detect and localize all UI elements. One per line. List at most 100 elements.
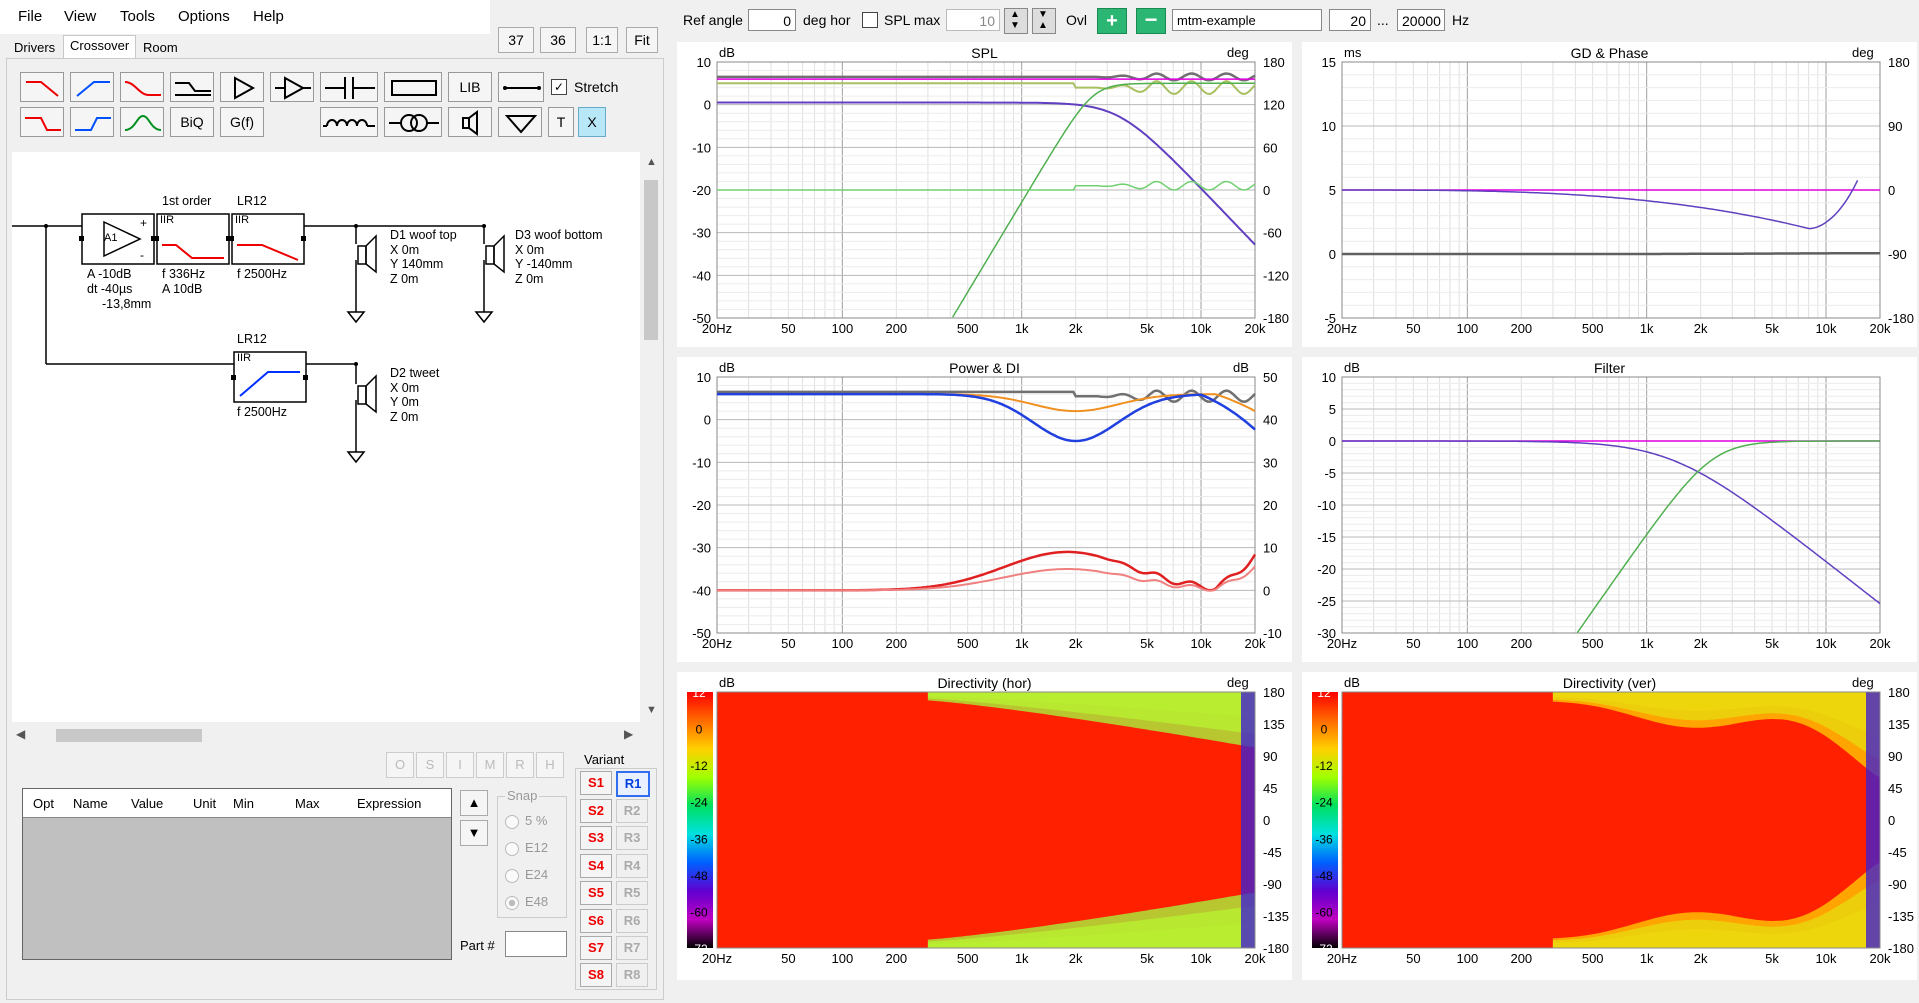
freq-max-input[interactable]: 20000 [1397, 9, 1445, 31]
ground-button[interactable] [498, 107, 542, 137]
scroll-left-icon[interactable]: ◀ [16, 727, 26, 741]
overlay-remove-button[interactable]: − [1136, 8, 1166, 34]
dir_ver-heatmap [1342, 692, 1880, 948]
variant-s7-button[interactable]: S7 [580, 936, 612, 960]
directivity-hor-plot[interactable]: Directivity (hor) dB deg 12 0 -12 -24 -36 -48… [677, 672, 1292, 980]
tab-room[interactable]: Room [143, 40, 178, 55]
gf-button[interactable]: G(f) [220, 107, 264, 137]
schematic-hscroll[interactable]: ◀ ▶ [12, 726, 640, 744]
spl-max-reset-button[interactable]: ▼ ▲ [1032, 8, 1056, 34]
col-value[interactable]: Value [131, 796, 164, 811]
lowpass-red-button[interactable] [20, 72, 64, 102]
scroll-up-icon[interactable]: ▲ [646, 156, 657, 168]
variant-s8-button[interactable]: S8 [580, 963, 612, 987]
part-input[interactable] [505, 931, 567, 957]
zoom-36-button[interactable]: 36 [540, 27, 576, 53]
menu-help[interactable]: Help [253, 8, 284, 25]
highpass2-blue-button[interactable] [70, 107, 114, 137]
shelf-red-button[interactable] [120, 72, 164, 102]
variant-r6-button[interactable]: R6 [616, 909, 648, 933]
snap-e24-option[interactable]: E24 [505, 867, 548, 883]
freq-min-input[interactable]: 20 [1329, 9, 1371, 31]
col-name[interactable]: Name [73, 796, 108, 811]
scroll-down-icon[interactable]: ▼ [646, 704, 657, 716]
variant-r7-button[interactable]: R7 [616, 936, 648, 960]
snap-e12-option[interactable]: E12 [505, 840, 548, 856]
variant-s5-button[interactable]: S5 [580, 881, 612, 905]
project-name-input[interactable]: mtm-example [1172, 9, 1322, 31]
peak-green-button[interactable] [120, 107, 164, 137]
col-max[interactable]: Max [295, 796, 320, 811]
opt-h-button[interactable]: H [536, 752, 564, 778]
hscroll-thumb[interactable] [56, 729, 202, 742]
stretch-checkbox[interactable]: ✓ [551, 79, 567, 95]
ref-angle-input[interactable]: 0 [748, 9, 796, 31]
scroll-right-icon[interactable]: ▶ [624, 727, 634, 741]
opt-m-button[interactable]: M [476, 752, 504, 778]
opt-s-button[interactable]: S [416, 752, 444, 778]
t-button[interactable]: T [548, 107, 574, 137]
zoom-37-button[interactable]: 37 [498, 27, 534, 53]
tab-crossover[interactable]: Crossover [63, 35, 137, 59]
filter-plot[interactable]: Filter dB 10 5 0 -5 -10 -15 -20 -25 -30 20Hz 50 100… [1302, 357, 1917, 662]
dir_hor-contour [927, 893, 1255, 948]
vscroll-thumb[interactable] [644, 180, 658, 340]
allpass-button[interactable] [170, 72, 214, 102]
menu-view[interactable]: View [64, 8, 97, 25]
gd-delay-curve [1342, 251, 1880, 256]
menu-file[interactable]: File [18, 8, 43, 25]
col-unit[interactable]: Unit [193, 796, 217, 811]
spl-max-checkbox[interactable] [862, 12, 878, 28]
variant-r4-button[interactable]: R4 [616, 854, 648, 878]
col-opt[interactable]: Opt [33, 796, 54, 811]
snap-5pct-option[interactable]: 5 % [505, 813, 547, 829]
delay-amp-button[interactable] [270, 72, 314, 102]
spl-plot[interactable]: SPL dB deg 10 0 -10 -20 -30 -40 -50 180 120 60 0 -6… [677, 42, 1292, 347]
variant-s4-button[interactable]: S4 [580, 854, 612, 878]
variant-r2-button[interactable]: R2 [616, 799, 648, 823]
schematic-canvas[interactable]: A1 + - IIR IIR IIR 1st order LR12 LR12 A… [12, 152, 640, 722]
zoom-fit-button[interactable]: Fit [626, 27, 658, 53]
menu-options[interactable]: Options [178, 8, 230, 25]
spl-max-stepper[interactable]: ▲ ▼ [1004, 8, 1028, 34]
spl-xtick: 500 [957, 321, 979, 336]
spl-max-input[interactable]: 10 [946, 9, 1000, 31]
x-button[interactable]: X [578, 107, 606, 137]
directivity-ver-plot[interactable]: Directivity (ver) dB deg 12 0 -12 -24 -36 -48… [1302, 672, 1917, 980]
variant-s1-button[interactable]: S1 [580, 771, 612, 795]
schematic-vscroll[interactable]: ▲ ▼ [642, 152, 660, 722]
opt-i-button[interactable]: I [446, 752, 474, 778]
move-up-button[interactable]: ▲ [460, 790, 488, 816]
overlay-add-button[interactable]: + [1097, 8, 1127, 34]
variant-s3-button[interactable]: S3 [580, 826, 612, 850]
transformer-button[interactable] [384, 107, 442, 137]
inductor-button[interactable] [320, 107, 378, 137]
opt-o-button[interactable]: O [386, 752, 414, 778]
variant-s6-button[interactable]: S6 [580, 909, 612, 933]
variant-s2-button[interactable]: S2 [580, 799, 612, 823]
power-di-plot[interactable]: Power & DI dB dB 10 0 -10 -20 -30 -40 -50 50 40 3… [677, 357, 1292, 662]
lowpass2-red-button[interactable] [20, 107, 64, 137]
opt-r-button[interactable]: R [506, 752, 534, 778]
highpass-blue-button[interactable] [70, 72, 114, 102]
parameter-table[interactable]: Opt Name Value Unit Min Max Expression [22, 788, 452, 960]
speaker-button[interactable] [448, 107, 492, 137]
col-min[interactable]: Min [233, 796, 254, 811]
wire-button[interactable] [498, 72, 544, 102]
tab-drivers[interactable]: Drivers [14, 40, 56, 55]
biquad-button[interactable]: BiQ [170, 107, 214, 137]
capacitor-button[interactable] [320, 72, 378, 102]
variant-r1-button[interactable]: R1 [616, 771, 650, 797]
variant-r8-button[interactable]: R8 [616, 963, 648, 987]
lib-button[interactable]: LIB [448, 72, 492, 102]
variant-r3-button[interactable]: R3 [616, 826, 648, 850]
move-down-button[interactable]: ▼ [460, 820, 488, 846]
resistor-button[interactable] [384, 72, 442, 102]
zoom-1to1-button[interactable]: 1:1 [586, 27, 618, 53]
gd-phase-plot[interactable]: GD & Phase ms deg 15 10 5 0 -5 180 90 0 -90 -180 2… [1302, 42, 1917, 347]
menu-tools[interactable]: Tools [120, 8, 156, 25]
amplifier-button[interactable] [220, 72, 264, 102]
variant-r5-button[interactable]: R5 [616, 881, 648, 905]
col-expression[interactable]: Expression [357, 796, 422, 811]
snap-e48-option[interactable]: E48 [505, 894, 548, 910]
